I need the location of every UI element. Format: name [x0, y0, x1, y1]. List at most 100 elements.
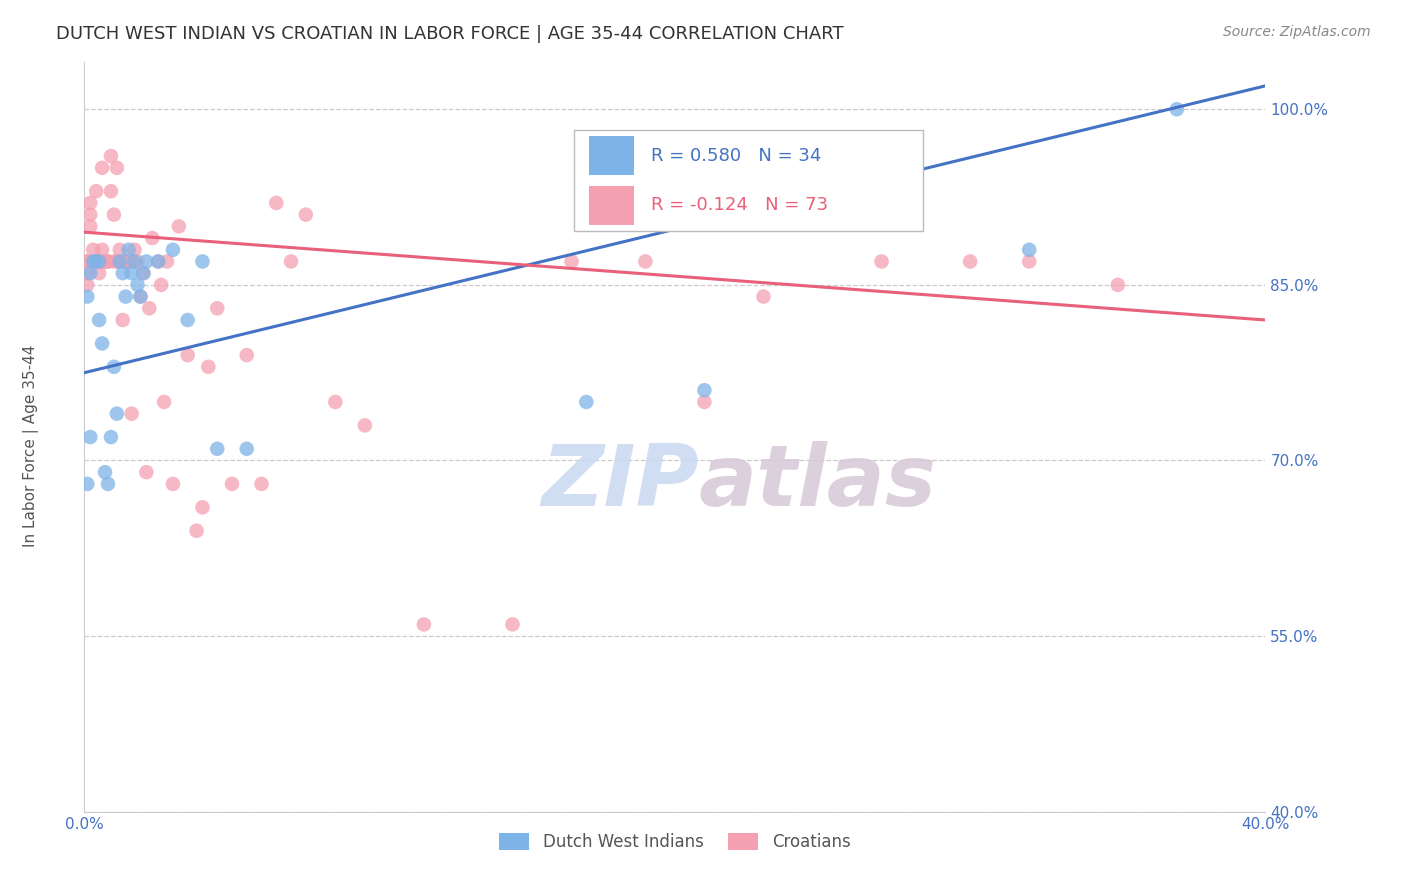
Point	[79, 266, 101, 280]
Point	[121, 254, 143, 268]
Point	[167, 219, 190, 234]
Point	[91, 161, 114, 175]
Point	[129, 289, 152, 303]
FancyBboxPatch shape	[589, 136, 634, 176]
Point	[207, 301, 229, 316]
Point	[114, 254, 136, 268]
Point	[124, 254, 146, 268]
Point	[197, 359, 219, 374]
Point	[132, 266, 155, 280]
Point	[693, 383, 716, 397]
Text: R = 0.580   N = 34: R = 0.580 N = 34	[651, 147, 821, 165]
Point	[105, 161, 128, 175]
Point	[103, 208, 125, 222]
Point	[97, 476, 120, 491]
Point	[150, 277, 173, 292]
Point	[191, 254, 214, 268]
Point	[141, 231, 163, 245]
FancyBboxPatch shape	[575, 130, 922, 231]
Point	[100, 184, 122, 198]
Point	[870, 254, 893, 268]
Point	[91, 243, 114, 257]
Point	[148, 254, 170, 268]
Point	[87, 254, 111, 268]
Point	[118, 254, 141, 268]
Point	[135, 254, 157, 268]
Text: R = -0.124   N = 73: R = -0.124 N = 73	[651, 196, 828, 214]
Point	[177, 348, 200, 362]
Point	[100, 430, 122, 444]
Point	[76, 277, 98, 292]
Point	[177, 313, 200, 327]
Point	[84, 184, 107, 198]
Point	[148, 254, 170, 268]
Point	[111, 313, 134, 327]
Text: atlas: atlas	[699, 441, 936, 524]
Text: DUTCH WEST INDIAN VS CROATIAN IN LABOR FORCE | AGE 35-44 CORRELATION CHART: DUTCH WEST INDIAN VS CROATIAN IN LABOR F…	[56, 25, 844, 43]
Point	[79, 195, 101, 210]
Point	[1166, 102, 1188, 116]
Point	[87, 254, 111, 268]
Point	[94, 254, 117, 268]
Point	[354, 418, 377, 433]
Point	[121, 266, 143, 280]
Point	[103, 254, 125, 268]
Point	[127, 277, 149, 292]
Point	[100, 149, 122, 163]
Text: In Labor Force | Age 35-44: In Labor Force | Age 35-44	[22, 345, 39, 547]
Point	[121, 407, 143, 421]
Point	[191, 500, 214, 515]
Point	[634, 254, 657, 268]
Point	[82, 254, 104, 268]
Point	[76, 254, 98, 268]
Point	[1018, 254, 1040, 268]
Legend: Dutch West Indians, Croatians: Dutch West Indians, Croatians	[492, 826, 858, 857]
Point	[959, 254, 981, 268]
Point	[153, 395, 176, 409]
Point	[236, 348, 259, 362]
Point	[413, 617, 436, 632]
Point	[156, 254, 179, 268]
Point	[105, 254, 128, 268]
Point	[129, 289, 152, 303]
Point	[561, 254, 583, 268]
Point	[103, 359, 125, 374]
Point	[91, 336, 114, 351]
Point	[132, 266, 155, 280]
Point	[87, 254, 111, 268]
Point	[105, 407, 128, 421]
Point	[76, 476, 98, 491]
Point	[124, 243, 146, 257]
Point	[79, 208, 101, 222]
Point	[111, 266, 134, 280]
Point	[162, 243, 184, 257]
Point	[76, 266, 98, 280]
Point	[79, 430, 101, 444]
Point	[207, 442, 229, 456]
Point	[108, 254, 131, 268]
Point	[325, 395, 347, 409]
Point	[91, 254, 114, 268]
Point	[280, 254, 302, 268]
Point	[221, 476, 243, 491]
Point	[97, 254, 120, 268]
Point	[97, 254, 120, 268]
Point	[114, 289, 136, 303]
Point	[135, 465, 157, 479]
Point	[186, 524, 208, 538]
Point	[111, 254, 134, 268]
Point	[94, 465, 117, 479]
Point	[79, 219, 101, 234]
Point	[87, 266, 111, 280]
Point	[236, 442, 259, 456]
Point	[250, 476, 273, 491]
Point	[138, 301, 160, 316]
Point	[84, 254, 107, 268]
Point	[84, 254, 107, 268]
Text: ZIP: ZIP	[541, 441, 699, 524]
Point	[1018, 243, 1040, 257]
Point	[114, 254, 136, 268]
Point	[127, 254, 149, 268]
Point	[108, 254, 131, 268]
Point	[295, 208, 318, 222]
